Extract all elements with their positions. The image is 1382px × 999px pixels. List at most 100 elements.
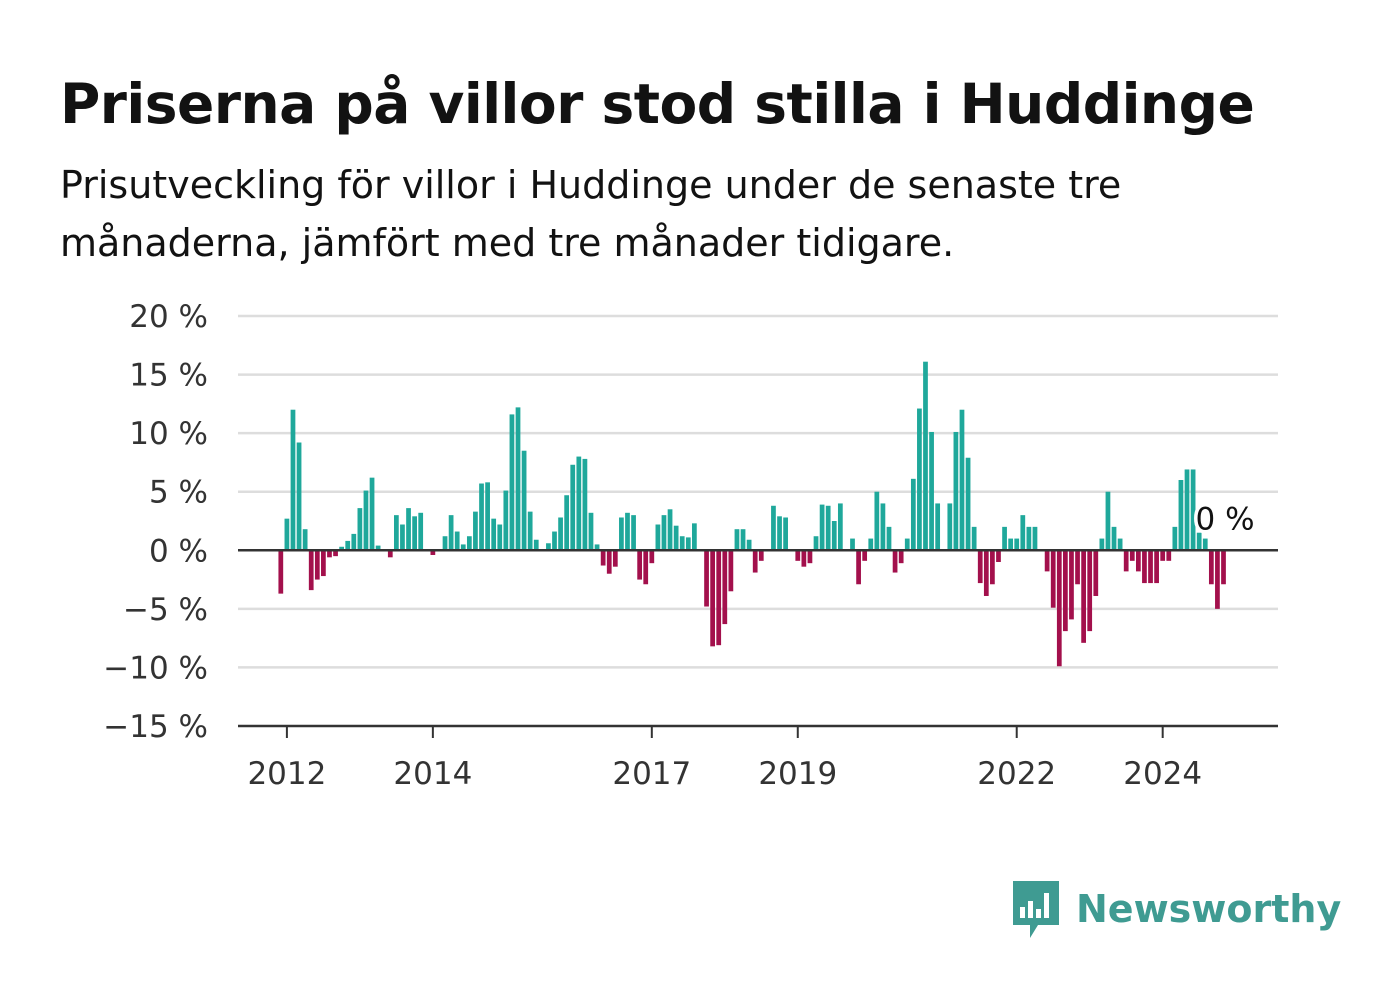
bar bbox=[570, 464, 576, 551]
y-tick-label: 20 % bbox=[129, 299, 208, 335]
bar bbox=[509, 414, 515, 551]
bar bbox=[631, 515, 636, 551]
bar bbox=[831, 521, 837, 551]
bar bbox=[892, 550, 898, 573]
bar bbox=[1178, 480, 1184, 551]
newsworthy-chart-icon bbox=[1013, 881, 1059, 938]
bar bbox=[990, 550, 995, 585]
bar bbox=[375, 545, 381, 551]
last-value-label: 0 % bbox=[1196, 501, 1255, 537]
bar bbox=[564, 495, 570, 551]
gridlines bbox=[238, 314, 1278, 669]
bar bbox=[314, 550, 320, 580]
bar bbox=[466, 536, 472, 551]
bar bbox=[357, 508, 363, 551]
bar bbox=[710, 550, 715, 647]
y-axis-tick-labels: 20 % 15 % 10 % 5 % 0 % −5 % −10 % −15 % bbox=[103, 299, 208, 745]
bar bbox=[430, 550, 436, 555]
bar bbox=[929, 431, 934, 551]
bar bbox=[740, 529, 746, 551]
bar bbox=[1166, 550, 1172, 561]
bar bbox=[1129, 550, 1135, 561]
bar bbox=[1063, 550, 1068, 632]
bar bbox=[278, 550, 284, 594]
bar bbox=[971, 526, 977, 551]
bar bbox=[898, 550, 904, 564]
bar bbox=[1020, 515, 1026, 551]
bar bbox=[953, 431, 959, 551]
bar bbox=[819, 504, 825, 551]
bar bbox=[947, 503, 953, 551]
bar bbox=[460, 544, 466, 551]
bar bbox=[606, 550, 612, 574]
bar bbox=[1135, 550, 1141, 572]
bar bbox=[783, 517, 788, 551]
bar bbox=[667, 509, 673, 551]
bar bbox=[673, 525, 679, 551]
bar bbox=[728, 550, 734, 592]
bar bbox=[406, 508, 411, 551]
bar bbox=[491, 518, 497, 551]
bars bbox=[278, 361, 1226, 667]
bar bbox=[746, 539, 752, 551]
bar bbox=[576, 456, 582, 551]
bar bbox=[473, 511, 478, 551]
bar bbox=[497, 524, 503, 551]
bar bbox=[321, 550, 326, 577]
x-axis-tick-labels: 2012 2014 2017 2019 2022 2024 bbox=[247, 726, 1202, 792]
bar bbox=[1148, 550, 1153, 584]
y-tick-label: 15 % bbox=[129, 358, 208, 394]
bar bbox=[904, 538, 910, 551]
bar bbox=[394, 515, 399, 551]
bar bbox=[327, 550, 332, 558]
bar bbox=[1008, 538, 1014, 551]
bar bbox=[546, 543, 551, 551]
x-tick-label: 2012 bbox=[247, 756, 326, 792]
bar bbox=[965, 457, 971, 551]
bar bbox=[655, 524, 661, 551]
bar bbox=[1142, 550, 1147, 584]
bar bbox=[1026, 526, 1032, 551]
bar bbox=[910, 478, 916, 551]
bar bbox=[363, 490, 369, 551]
bar bbox=[1044, 550, 1050, 572]
bar bbox=[1184, 469, 1190, 551]
bar bbox=[454, 531, 460, 551]
bar bbox=[825, 505, 831, 551]
y-tick-label: −5 % bbox=[123, 592, 208, 628]
bar bbox=[837, 503, 843, 551]
y-tick-label: 5 % bbox=[149, 475, 208, 511]
bar bbox=[1032, 526, 1038, 551]
bar bbox=[917, 408, 922, 551]
bar bbox=[1050, 550, 1056, 608]
bar bbox=[996, 550, 1001, 562]
bar bbox=[1056, 550, 1062, 667]
bar bbox=[1075, 550, 1080, 585]
x-tick-label: 2017 bbox=[612, 756, 691, 792]
bar bbox=[813, 536, 819, 551]
bar bbox=[1190, 469, 1196, 551]
bar bbox=[923, 361, 928, 551]
bar bbox=[959, 409, 965, 551]
bar bbox=[1069, 550, 1074, 620]
bar bbox=[479, 483, 484, 551]
bar bbox=[679, 536, 685, 551]
bar bbox=[308, 550, 314, 591]
bar bbox=[515, 407, 521, 551]
bar bbox=[850, 538, 855, 551]
bar bbox=[771, 505, 776, 551]
bar bbox=[716, 550, 722, 646]
bar bbox=[485, 482, 490, 551]
bar bbox=[704, 550, 709, 607]
bar bbox=[588, 512, 594, 551]
bar bbox=[692, 523, 697, 551]
bar bbox=[935, 503, 941, 551]
x-tick-label: 2022 bbox=[977, 756, 1056, 792]
bar bbox=[284, 518, 290, 551]
brand-name: Newsworthy bbox=[1076, 887, 1342, 931]
bar bbox=[637, 550, 643, 580]
bar bbox=[1117, 538, 1123, 551]
bar bbox=[886, 526, 892, 551]
bar bbox=[880, 503, 886, 551]
